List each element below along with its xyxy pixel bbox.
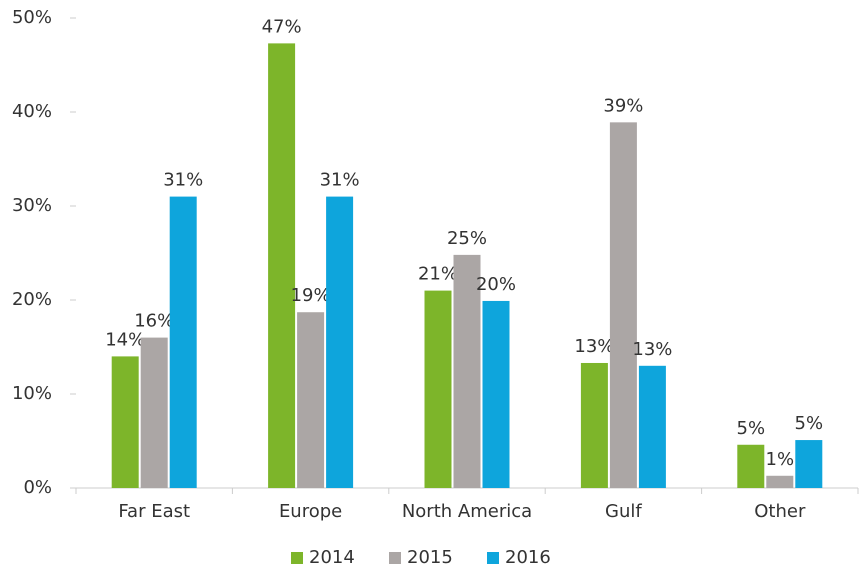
y-tick-label: 50%	[12, 7, 52, 28]
value-label: 21%	[418, 264, 458, 285]
y-tick-label: 30%	[12, 195, 52, 216]
value-label: 19%	[291, 285, 331, 306]
legend-label: 2014	[309, 547, 355, 568]
value-label: 14%	[105, 329, 145, 350]
value-label: 31%	[320, 170, 360, 191]
x-tick-label: Gulf	[605, 501, 642, 522]
value-label: 1%	[766, 449, 795, 470]
bar	[326, 196, 354, 488]
value-label: 13%	[574, 336, 614, 357]
x-tick-label: Far East	[118, 501, 190, 522]
value-label: 13%	[632, 339, 672, 360]
bar	[795, 440, 823, 488]
bar	[169, 196, 197, 488]
value-label: 20%	[476, 274, 516, 295]
bar	[482, 300, 510, 488]
y-tick-label: 0%	[23, 477, 52, 498]
bar	[140, 337, 168, 488]
value-label: 16%	[134, 311, 174, 332]
y-tick-label: 40%	[12, 101, 52, 122]
y-tick-label: 20%	[12, 289, 52, 310]
value-label: 39%	[603, 95, 643, 116]
bar	[638, 365, 666, 488]
value-label: 25%	[447, 228, 487, 249]
legend-swatch	[487, 552, 499, 564]
y-tick-label: 10%	[12, 383, 52, 404]
x-tick-label: Other	[754, 501, 806, 522]
bar	[737, 444, 765, 488]
bar	[424, 290, 452, 488]
value-label: 5%	[795, 413, 824, 434]
value-label: 47%	[262, 16, 302, 37]
bar	[268, 43, 296, 488]
bar	[297, 312, 325, 488]
legend-swatch	[389, 552, 401, 564]
legend-swatch	[291, 552, 303, 564]
bar	[580, 362, 608, 488]
x-tick-label: Europe	[279, 501, 342, 522]
bar	[111, 356, 139, 488]
legend-label: 2015	[407, 547, 453, 568]
bar	[453, 254, 481, 488]
value-label: 5%	[737, 418, 766, 439]
bar	[609, 122, 637, 488]
value-label: 31%	[163, 170, 203, 191]
x-tick-label: North America	[402, 501, 532, 522]
legend-label: 2016	[505, 547, 551, 568]
bar	[766, 475, 794, 488]
